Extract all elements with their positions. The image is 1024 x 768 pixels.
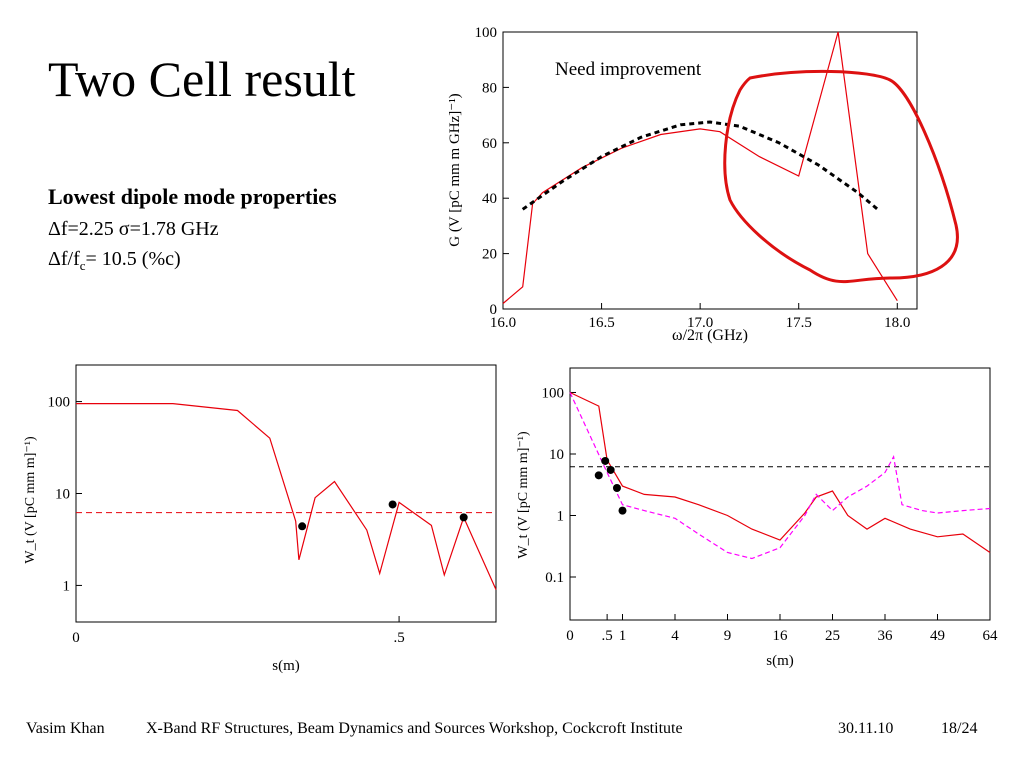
x-tick-label: 36 [878, 628, 894, 644]
property-ratio-main: Δf/f [48, 248, 80, 270]
y-axis-label: G (V [pC mm m GHz]⁻¹) [447, 93, 463, 246]
series-2-point [594, 471, 603, 480]
impedance-chart: 16.0 16.5 17.0 17.5 18.0 0 20 40 60 80 100 ω/2π (G… [447, 25, 959, 344]
y-tick-label: 10 [549, 447, 564, 463]
property-ratio: Δf/fc= 10.5 (%c) [48, 248, 181, 274]
plot-frame [502, 31, 918, 310]
x-tick-label: 4 [671, 628, 679, 644]
series-1-point [388, 500, 397, 509]
x-tick-label: .5 [601, 628, 612, 644]
y-axis-label: W_t (V [pC mm m]⁻¹) [23, 436, 38, 564]
x-axis-label: ω/2π (GHz) [672, 327, 748, 344]
series-group [502, 31, 898, 304]
y-tick-label: 10 [55, 487, 70, 503]
wake-linear-chart: 0 .5 1 10 100 s(m) W_t (V [pC mm m]⁻¹) [23, 364, 497, 674]
annotation-circle [723, 69, 959, 283]
x-tick-label: 18.0 [884, 315, 910, 331]
y-tick-label: 1 [63, 578, 71, 594]
footer-page: 18/24 [941, 720, 978, 737]
x-tick-label: 25 [825, 628, 840, 644]
y-tick-label: 100 [475, 25, 498, 41]
series-2-point [618, 506, 627, 515]
x-axis-label: s(m) [766, 653, 794, 669]
footer-event: X-Band RF Structures, Beam Dynamics and … [146, 720, 683, 737]
series-1-point [298, 522, 307, 531]
y-tick-label: 40 [482, 191, 497, 207]
footer-date: 30.11.10 [838, 720, 894, 737]
x-tick-label: 1 [619, 628, 627, 644]
y-axis-label: W_t (V [pC mm m]⁻¹) [516, 431, 531, 559]
x-tick-label: 16 [773, 628, 789, 644]
x-tick-label: 17.5 [786, 315, 812, 331]
plot-frame [569, 367, 991, 621]
y-tick-label: 0.1 [545, 570, 564, 586]
x-axis-label: s(m) [272, 658, 300, 674]
y-tick-label: 0 [490, 302, 498, 318]
annotation-label: Need improvement [555, 59, 702, 80]
y-tick-label: 80 [482, 80, 497, 96]
axis-ticks: 16.0 16.5 17.0 17.5 18.0 0 20 40 60 80 100 [475, 25, 911, 331]
series-1-point [459, 513, 468, 522]
x-tick-label: .5 [393, 630, 404, 646]
series-2-point [612, 483, 621, 492]
x-tick-label: 0 [566, 628, 574, 644]
y-tick-label: 100 [48, 395, 71, 411]
x-tick-label: 16.5 [588, 315, 614, 331]
y-tick-label: 20 [482, 247, 497, 263]
x-tick-label: 17.0 [687, 315, 713, 331]
x-tick-label: 49 [930, 628, 945, 644]
series-0-line [569, 391, 991, 553]
y-tick-label: 60 [482, 136, 497, 152]
page-title: Two Cell result [48, 51, 356, 107]
series-2-point [606, 465, 615, 474]
footer-author: Vasim Khan [26, 720, 105, 737]
property-ratio-sub: c [79, 258, 86, 273]
axis-ticks: 0 .5 1 10 100 [48, 395, 496, 646]
property-ratio-rest: = 10.5 (%c) [85, 248, 181, 270]
x-tick-label: 0 [72, 630, 80, 646]
series-1-line [569, 392, 991, 560]
y-tick-label: 1 [557, 508, 565, 524]
series-2-point [601, 456, 610, 465]
series-1-line [521, 120, 879, 211]
series-group [569, 391, 991, 560]
x-tick-label: 64 [983, 628, 999, 644]
x-tick-label: 9 [724, 628, 732, 644]
property-spread: Δf=2.25 σ=1.78 GHz [48, 218, 219, 240]
series-0-line [76, 402, 497, 590]
series-group [76, 402, 497, 590]
y-tick-label: 100 [542, 385, 565, 401]
x-tick-label: 16.0 [490, 315, 516, 331]
section-subtitle: Lowest dipole mode properties [48, 184, 337, 209]
